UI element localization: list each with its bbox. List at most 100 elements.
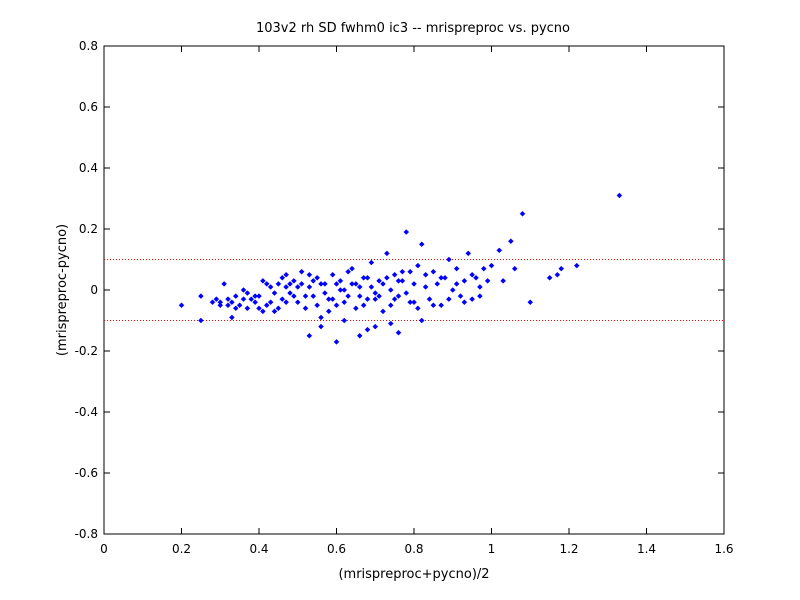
data-point [376, 293, 382, 299]
data-point [384, 250, 390, 257]
data-point [260, 277, 266, 284]
data-point [407, 268, 413, 275]
x-tick-label: 0.2 [172, 542, 191, 556]
x-tick-label: 0.6 [327, 542, 346, 556]
data-point [325, 296, 332, 303]
data-point [244, 290, 251, 296]
data-point [229, 299, 235, 306]
data-point [353, 305, 359, 312]
data-point [422, 284, 429, 290]
data-point [329, 296, 336, 303]
data-point [322, 281, 328, 287]
data-point [453, 281, 460, 287]
data-point [217, 302, 224, 309]
data-point [387, 302, 394, 309]
data-point [302, 293, 309, 299]
data-point [333, 338, 340, 345]
data-point [411, 299, 417, 306]
y-tick-label: -0.2 [75, 344, 98, 358]
data-point [360, 302, 367, 309]
data-point [508, 238, 514, 245]
data-point [380, 308, 386, 315]
data-point [465, 250, 472, 257]
data-point [198, 317, 204, 324]
data-point [314, 274, 320, 281]
y-tick-label: -0.4 [75, 405, 98, 419]
data-point [364, 274, 371, 281]
data-point [244, 305, 251, 312]
data-point [384, 274, 390, 281]
data-point [368, 259, 375, 266]
y-axis-ticks: -0.8 -0.6 -0.4 -0.2 0 0.2 0.4 0.6 0.8 [75, 39, 724, 541]
data-point [356, 332, 363, 339]
data-point [275, 305, 282, 312]
data-point [279, 296, 286, 303]
data-point [337, 287, 344, 293]
data-point [271, 290, 278, 296]
y-axis-label: (mrispreproc-pycno) [55, 224, 70, 356]
data-point [256, 305, 262, 312]
x-tick-label: 0.8 [404, 542, 423, 556]
data-point [248, 296, 255, 303]
data-point [333, 281, 340, 287]
data-point [318, 314, 324, 321]
data-point [430, 302, 437, 309]
x-tick-label: 1.2 [559, 542, 578, 556]
data-point [469, 296, 475, 303]
x-axis-label: (mrispreproc+pycno)/2 [338, 567, 489, 582]
data-point [395, 277, 402, 284]
x-axis-ticks: 0 0.2 0.4 0.6 0.8 1 1.2 1.4 1.6 [100, 46, 734, 556]
data-point [298, 281, 305, 287]
y-tick-label: 0.2 [79, 222, 98, 236]
data-point [403, 229, 410, 235]
data-point [225, 302, 231, 309]
data-point [306, 332, 313, 339]
data-point [260, 308, 266, 315]
data-point [263, 302, 270, 309]
data-point [446, 296, 452, 303]
data-point [345, 293, 351, 299]
data-point [616, 192, 623, 199]
data-point [511, 265, 518, 272]
data-point [372, 323, 379, 330]
x-tick-label: 1.6 [714, 542, 733, 556]
data-point [263, 281, 270, 287]
y-tick-label: 0.4 [79, 161, 98, 175]
data-point [294, 299, 301, 306]
data-point [283, 299, 289, 306]
data-point [368, 284, 375, 290]
data-point [573, 262, 580, 269]
data-point [341, 299, 348, 306]
data-point [283, 284, 289, 290]
data-point [434, 281, 441, 287]
data-point [356, 293, 363, 299]
data-point [449, 287, 456, 293]
data-point [283, 271, 289, 278]
data-point [364, 326, 371, 333]
y-tick-label: 0.6 [79, 100, 98, 114]
data-point [496, 247, 503, 254]
data-point [267, 284, 274, 290]
data-point [415, 305, 421, 312]
plot-area [103, 45, 725, 535]
y-tick-label: 0.8 [79, 39, 98, 53]
data-point [380, 281, 386, 287]
data-point [341, 287, 348, 293]
y-tick-label: -0.6 [75, 466, 98, 480]
data-point [356, 284, 363, 290]
data-point [554, 271, 561, 278]
data-point [477, 293, 483, 299]
data-point [229, 314, 235, 321]
data-point [387, 320, 394, 327]
data-point [232, 293, 239, 299]
data-point [256, 293, 262, 299]
data-point [438, 274, 444, 281]
data-point [287, 290, 293, 296]
data-point [306, 284, 313, 290]
data-point [415, 262, 421, 269]
data-point [395, 329, 402, 336]
data-point [291, 293, 297, 299]
data-point [372, 290, 379, 296]
data-point [395, 293, 402, 299]
